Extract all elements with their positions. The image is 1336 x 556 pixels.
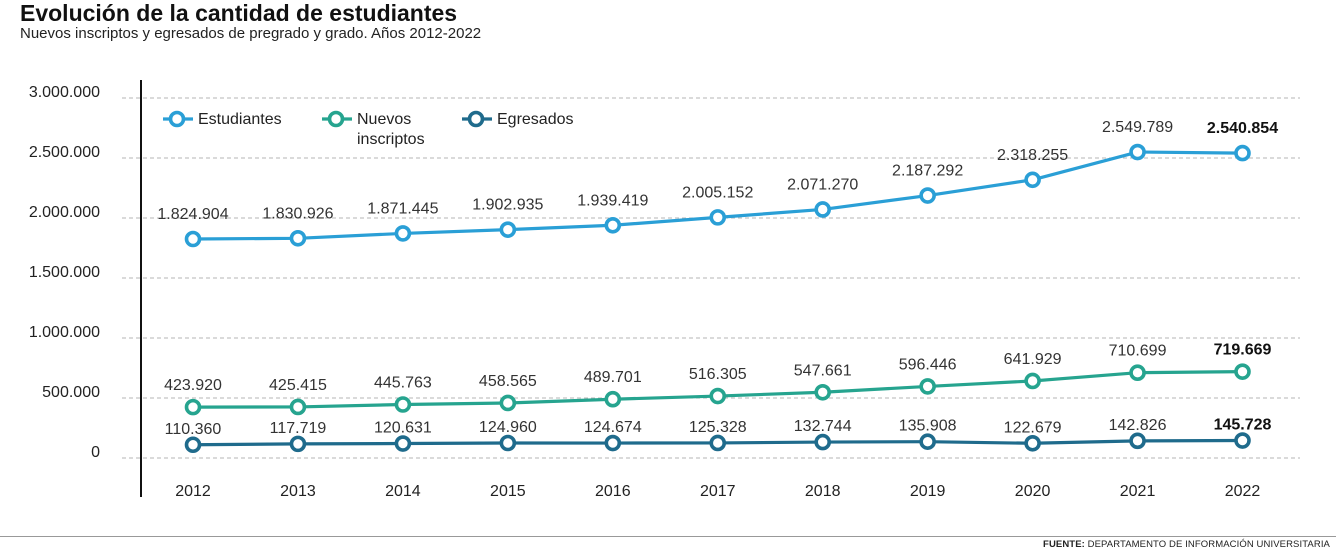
data-label: 516.305 — [689, 366, 747, 383]
x-tick-label: 2018 — [805, 483, 841, 500]
data-point — [499, 394, 517, 412]
legend-swatch-marker — [467, 110, 485, 128]
data-point — [919, 378, 936, 395]
legend-label: inscriptos — [357, 131, 425, 148]
y-tick-label: 2.500.000 — [29, 144, 100, 161]
legend-label: Nuevos — [357, 111, 411, 128]
data-label: 1.902.935 — [472, 197, 543, 214]
data-label: 445.763 — [374, 375, 432, 392]
legend-label: Egresados — [497, 111, 574, 128]
data-label: 423.920 — [164, 377, 222, 394]
y-tick-label: 0 — [91, 444, 100, 461]
data-point — [1024, 171, 1041, 189]
data-label: 489.701 — [584, 369, 642, 386]
data-point — [1024, 434, 1041, 452]
data-label: 117.719 — [270, 420, 327, 437]
data-label: 1.939.419 — [577, 192, 648, 209]
data-point — [499, 221, 517, 238]
data-point — [604, 434, 622, 452]
source-text: DEPARTAMENTO DE INFORMACIÓN UNIVERSITARI… — [1084, 539, 1330, 550]
data-point — [1129, 143, 1146, 161]
data-point — [1129, 364, 1146, 382]
data-point — [289, 398, 307, 416]
x-tick-label: 2013 — [280, 483, 316, 500]
data-label: 458.565 — [479, 373, 537, 390]
data-point — [1024, 372, 1041, 390]
chart-subtitle: Nuevos inscriptos y egresados de pregrad… — [20, 25, 482, 42]
data-point — [709, 434, 727, 452]
data-point — [919, 433, 936, 450]
data-point — [709, 387, 727, 405]
data-point — [604, 216, 622, 234]
data-label: 2.318.255 — [997, 147, 1068, 164]
data-label: 145.728 — [1214, 417, 1272, 434]
x-tick-label: 2021 — [1120, 483, 1156, 500]
data-label: 1.824.904 — [157, 206, 228, 223]
data-label: 135.908 — [899, 418, 957, 435]
data-label: 641.929 — [1004, 351, 1062, 368]
x-tick-label: 2012 — [175, 483, 211, 500]
data-label: 2.187.292 — [892, 163, 963, 180]
bottom-divider — [0, 536, 1336, 537]
data-point — [1129, 432, 1146, 450]
chart-title: Evolución de la cantidad de estudiantes — [20, 0, 458, 26]
y-tick-label: 1.000.000 — [29, 324, 100, 341]
x-tick-label: 2014 — [385, 483, 421, 500]
data-label: 132.744 — [794, 418, 852, 435]
data-point — [814, 201, 832, 218]
x-tick-label: 2017 — [700, 483, 736, 500]
legend-swatch-marker — [168, 110, 186, 128]
legend-swatch-marker — [327, 110, 345, 128]
data-label: 2.071.270 — [787, 176, 858, 193]
data-label: 1.830.926 — [262, 205, 333, 222]
data-label: 1.871.445 — [367, 200, 438, 217]
y-tick-label: 1.500.000 — [29, 264, 100, 281]
x-tick-label: 2022 — [1225, 483, 1261, 500]
data-point — [394, 396, 412, 413]
data-point — [1234, 144, 1251, 162]
data-label: 124.674 — [584, 419, 642, 436]
data-label: 2.540.854 — [1207, 120, 1278, 137]
legend-label: Estudiantes — [198, 111, 282, 128]
data-point — [184, 230, 202, 248]
data-point — [814, 433, 832, 451]
data-point — [814, 383, 832, 401]
data-point — [184, 398, 202, 416]
data-label: 142.826 — [1109, 417, 1167, 434]
data-point — [1234, 363, 1251, 380]
data-point — [1234, 432, 1251, 449]
data-label: 547.661 — [794, 362, 852, 379]
data-label: 120.631 — [374, 420, 432, 437]
data-label: 710.699 — [1109, 343, 1167, 360]
data-label: 719.669 — [1214, 342, 1272, 359]
data-point — [394, 435, 412, 452]
x-tick-label: 2016 — [595, 483, 631, 500]
data-label: 2.549.789 — [1102, 119, 1173, 136]
data-point — [709, 209, 727, 226]
data-label: 596.446 — [899, 356, 957, 373]
data-point — [184, 436, 202, 454]
data-point — [499, 434, 517, 452]
data-label: 425.415 — [269, 377, 327, 394]
line-chart: 0 500.000 1.000.000 1.500.000 2.000.000 2.500… — [29, 80, 1300, 500]
y-tick-label: 3.000.000 — [29, 84, 100, 101]
data-label: 122.679 — [1004, 419, 1062, 436]
data-label: 110.360 — [165, 421, 222, 438]
data-label: 125.328 — [689, 419, 747, 436]
data-point — [604, 390, 622, 408]
x-tick-label: 2019 — [910, 483, 946, 500]
x-tick-label: 2015 — [490, 483, 526, 500]
data-point — [394, 225, 412, 242]
data-point — [289, 435, 307, 453]
data-label: 124.960 — [479, 419, 537, 436]
y-tick-label: 500.000 — [42, 384, 100, 401]
data-label: 2.005.152 — [682, 184, 753, 201]
y-tick-label: 2.000.000 — [29, 204, 100, 221]
data-point — [289, 229, 307, 247]
x-tick-label: 2020 — [1015, 483, 1051, 500]
source-label: FUENTE: — [1043, 539, 1085, 550]
data-point — [919, 187, 936, 204]
source-note: FUENTE: DEPARTAMENTO DE INFORMACIÓN UNIV… — [1043, 539, 1330, 550]
